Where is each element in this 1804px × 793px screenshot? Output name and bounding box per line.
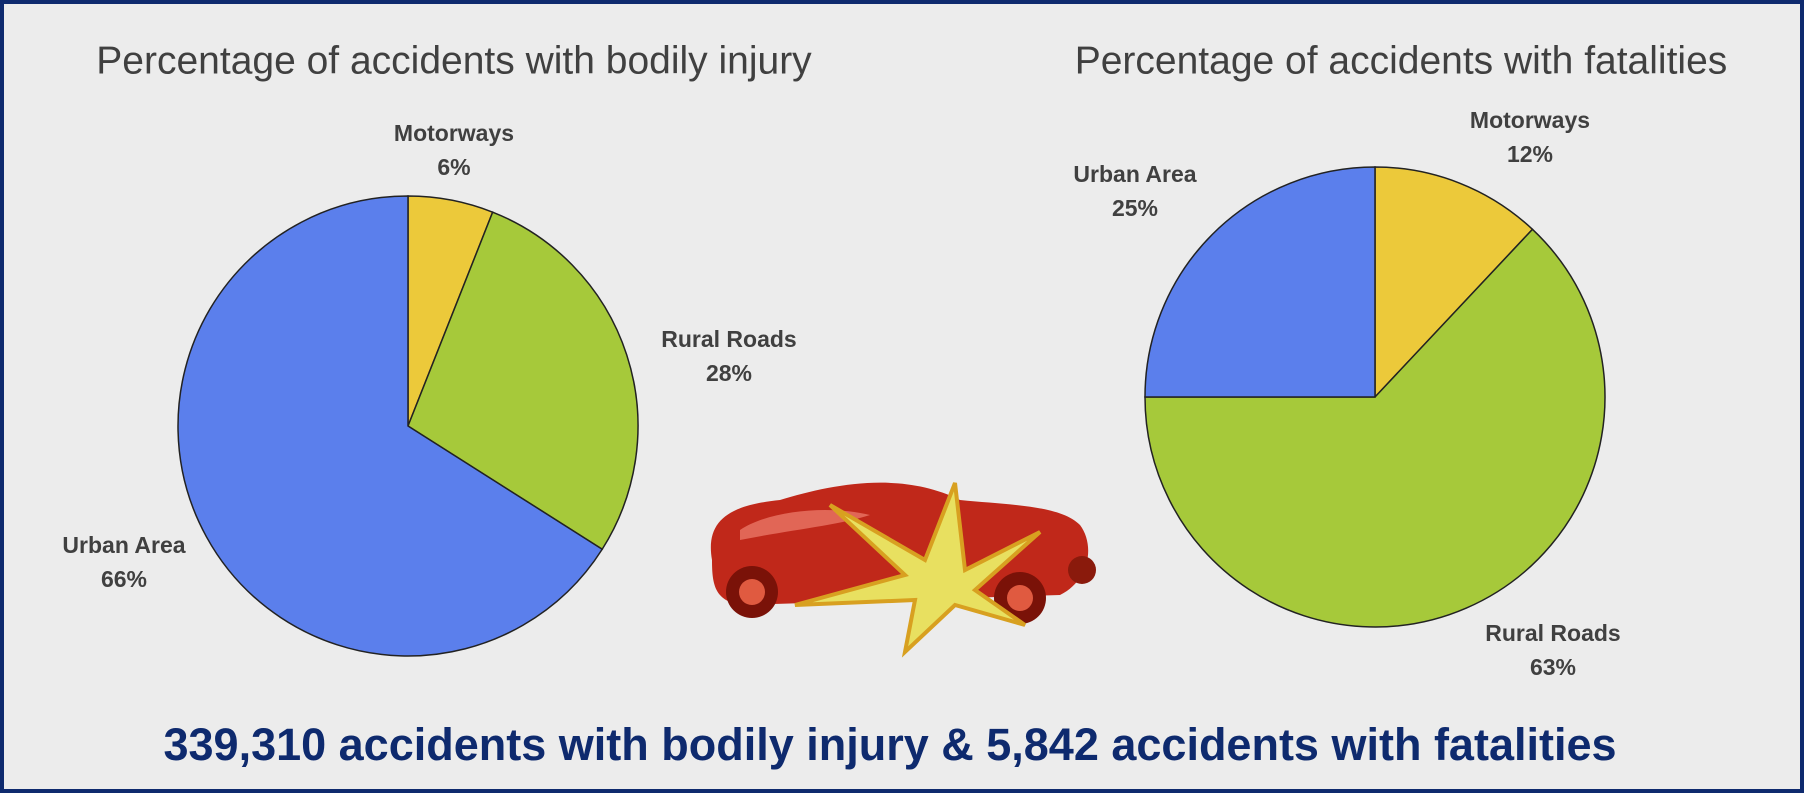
chart-title: Percentage of accidents with fatalities <box>1075 39 1728 82</box>
slice-category: Urban Area <box>1073 161 1196 187</box>
footer-caption: 339,310 accidents with bodily injury & 5… <box>163 719 1616 770</box>
slice-category: Motorways <box>1470 107 1590 133</box>
slice-value-label: 25% <box>1112 195 1158 221</box>
slice-category: Rural Roads <box>1485 620 1620 646</box>
slice-value-label: 66% <box>101 566 147 592</box>
chart-title: Percentage of accidents with bodily inju… <box>96 39 812 82</box>
slice-value-label: 28% <box>706 360 752 386</box>
slice-category: Rural Roads <box>661 326 796 352</box>
slice-category: Urban Area <box>62 532 185 558</box>
slice-category: Motorways <box>394 120 514 146</box>
page: 339,310 accidents with bodily injury & 5… <box>0 0 1804 793</box>
slice-value-label: 63% <box>1530 654 1576 680</box>
slice-value-label: 6% <box>437 154 470 180</box>
slice-value-label: 12% <box>1507 141 1553 167</box>
